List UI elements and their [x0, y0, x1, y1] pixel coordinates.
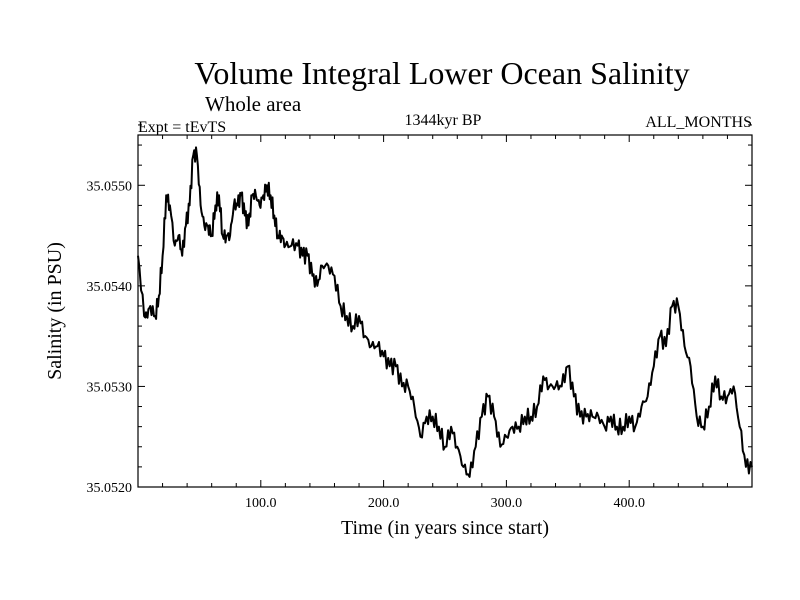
salinity-series-line — [137, 146, 753, 478]
chart-subtitle: Whole area — [205, 92, 302, 116]
experiment-label: Expt = tEvTS — [138, 119, 226, 136]
y-tick-label: 35.0550 — [87, 179, 133, 194]
x-axis-label: Time (in years since start) — [341, 517, 549, 539]
period-label: 1344kyr BP — [405, 112, 482, 129]
x-tick-label: 200.0 — [368, 496, 400, 511]
plot-frame — [137, 134, 753, 488]
months-label: ALL_MONTHS — [645, 114, 752, 131]
y-tick-label: 35.0530 — [87, 380, 133, 395]
y-axis-label: Salinity (in PSU) — [44, 242, 66, 380]
x-tick-label: 300.0 — [491, 496, 523, 511]
chart-title: Volume Integral Lower Ocean Salinity — [194, 55, 689, 91]
y-axis: 35.0520 35.0530 35.0540 35.0550 — [87, 124, 752, 496]
y-tick-label: 35.0540 — [87, 280, 133, 295]
x-tick-label: 400.0 — [613, 496, 645, 511]
x-axis: 100.0 200.0 300.0 400.0 — [162, 135, 728, 511]
x-tick-label: 100.0 — [245, 496, 277, 511]
y-tick-label: 35.0520 — [87, 481, 133, 496]
